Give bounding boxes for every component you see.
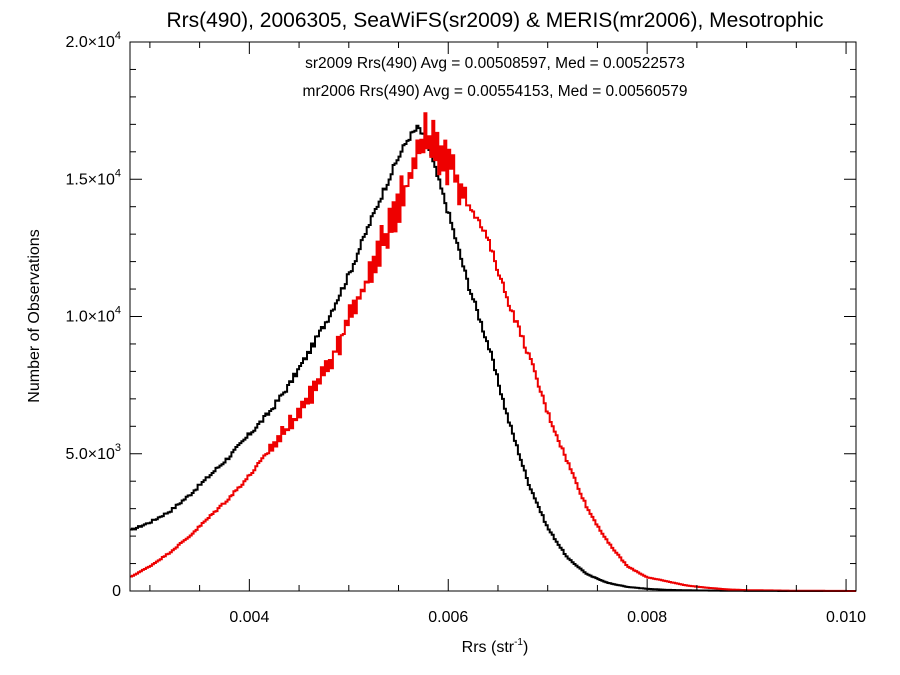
y-tick-label: 0 <box>112 583 121 600</box>
annotation-mr2006: mr2006 Rrs(490) Avg = 0.00554153, Med = … <box>303 83 688 100</box>
y-axis-label: Number of Observations <box>26 229 43 402</box>
ticks-layer: 0.004 0.006 0.008 0.010 0 5.0×103 1.0×104 1.5×1… <box>65 30 866 626</box>
y-tick-label: 1.0×104 <box>65 305 121 326</box>
x-tick-label: 0.004 <box>229 609 269 626</box>
x-tick-label: 0.008 <box>627 609 667 626</box>
plot-frame <box>129 41 857 592</box>
annotation-sr2009: sr2009 Rrs(490) Avg = 0.00508597, Med = … <box>305 55 685 72</box>
y-tick-label: 5.0×103 <box>65 442 121 463</box>
y-tick-label: 1.5×104 <box>65 167 121 188</box>
x-axis-label: Rrs (str-1) <box>462 637 529 656</box>
series-layer <box>130 112 856 592</box>
x-tick-label: 0.010 <box>826 609 866 626</box>
series-mr2006 <box>130 112 856 592</box>
chart-title: Rrs(490), 2006305, SeaWiFS(sr2009) & MER… <box>166 9 823 32</box>
series-sr2009 <box>130 124 856 592</box>
y-tick-label: 2.0×104 <box>65 30 121 51</box>
x-tick-label: 0.006 <box>428 609 468 626</box>
